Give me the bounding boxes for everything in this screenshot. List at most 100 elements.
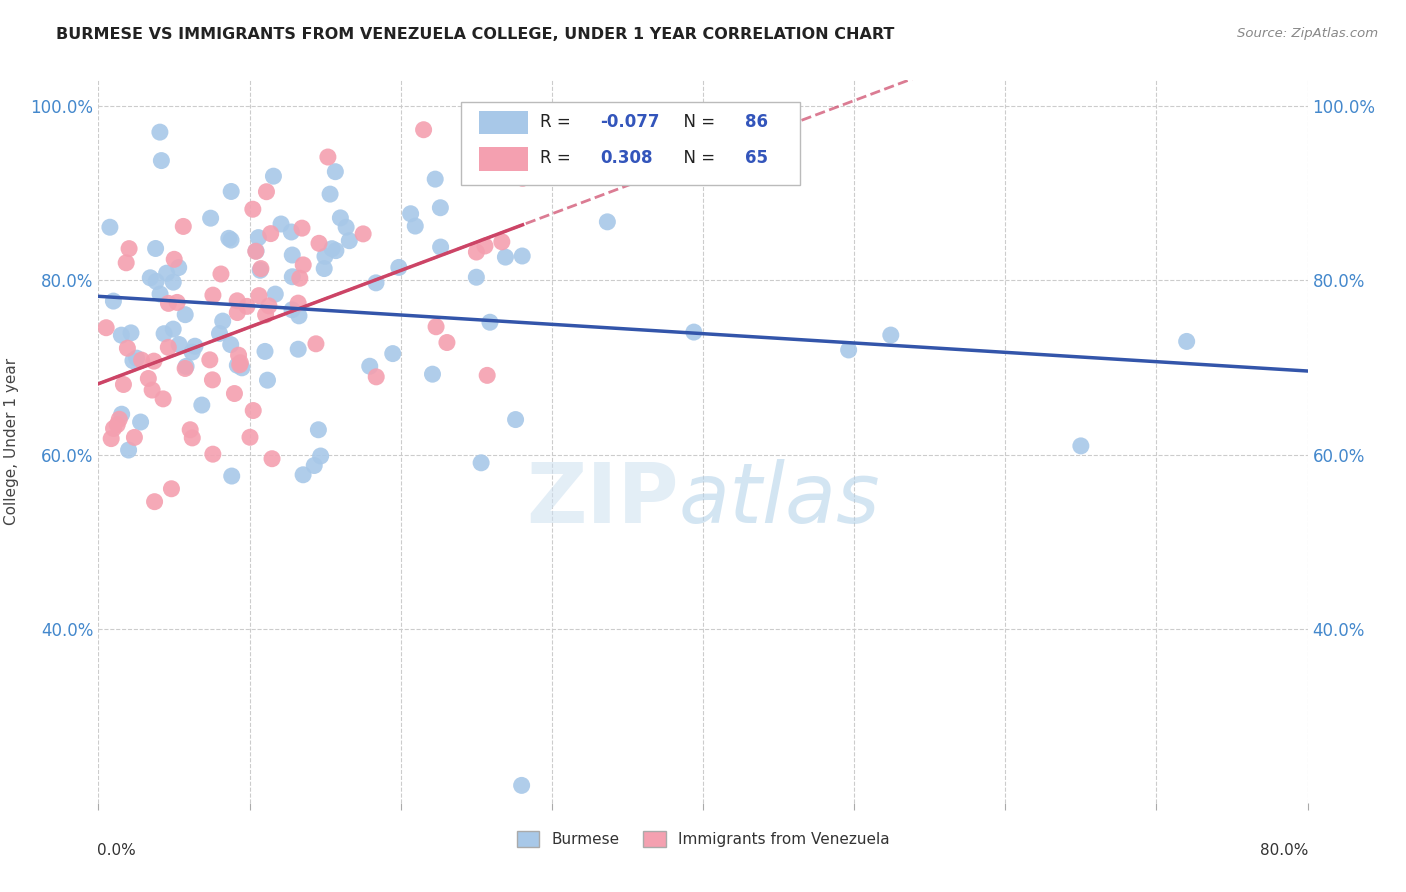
Point <box>249 263 271 277</box>
Point <box>110 328 132 343</box>
Point <box>198 352 221 367</box>
Point <box>264 287 287 301</box>
Text: 65: 65 <box>745 149 768 168</box>
Point <box>221 469 243 483</box>
Text: 80.0%: 80.0% <box>1260 843 1309 857</box>
Point <box>138 371 160 385</box>
Point <box>239 430 262 444</box>
Point <box>108 412 131 426</box>
Point <box>319 187 342 202</box>
Point <box>117 341 139 355</box>
Text: R =: R = <box>540 113 576 131</box>
Point <box>242 202 264 217</box>
Point <box>149 125 172 139</box>
Point <box>474 239 496 253</box>
Point <box>494 250 516 264</box>
Point <box>96 320 118 334</box>
Text: 0.308: 0.308 <box>600 149 652 168</box>
Legend: Burmese, Immigrants from Venezuela: Burmese, Immigrants from Venezuela <box>510 825 896 853</box>
Point <box>219 233 242 247</box>
Text: N =: N = <box>672 113 720 131</box>
Bar <box>479 112 527 135</box>
Point <box>253 344 276 359</box>
Point <box>292 258 315 272</box>
Point <box>478 315 501 329</box>
Point <box>292 467 315 482</box>
Point <box>112 377 135 392</box>
Point <box>465 245 488 260</box>
Point <box>335 220 357 235</box>
Point <box>257 299 280 313</box>
Point <box>321 242 343 256</box>
Point <box>477 368 499 383</box>
Point <box>172 219 194 234</box>
Point <box>314 249 336 263</box>
Point <box>201 447 224 461</box>
Point <box>200 211 222 226</box>
Point <box>236 299 259 313</box>
Point <box>256 185 278 199</box>
Point <box>366 369 388 384</box>
Point <box>120 326 142 340</box>
Point <box>157 296 180 310</box>
Point <box>287 342 309 356</box>
Point <box>359 359 381 374</box>
Point <box>505 412 527 426</box>
Point <box>838 343 860 357</box>
Point <box>436 335 458 350</box>
Point <box>201 373 224 387</box>
Text: ZIP: ZIP <box>526 458 679 540</box>
Point <box>209 267 232 281</box>
Point <box>122 353 145 368</box>
Point <box>425 172 447 186</box>
Point <box>141 383 163 397</box>
Point <box>1070 439 1092 453</box>
Point <box>260 227 283 241</box>
Text: -0.077: -0.077 <box>600 113 659 131</box>
Point <box>167 260 190 275</box>
Point <box>208 326 231 341</box>
Point <box>115 256 138 270</box>
Point <box>305 336 328 351</box>
Point <box>211 314 233 328</box>
Point <box>260 451 283 466</box>
Point <box>149 287 172 301</box>
Point <box>512 171 534 186</box>
Point <box>111 407 134 421</box>
Point <box>288 271 311 285</box>
Point <box>98 220 121 235</box>
Text: 86: 86 <box>745 113 768 131</box>
Point <box>596 215 619 229</box>
Point <box>256 373 278 387</box>
Point <box>105 417 128 432</box>
Point <box>150 153 173 168</box>
Point <box>224 386 246 401</box>
Point <box>288 309 311 323</box>
Point <box>247 230 270 244</box>
Point <box>228 358 250 372</box>
Bar <box>479 147 527 170</box>
Point <box>166 295 188 310</box>
Point <box>329 211 352 225</box>
Point <box>218 231 240 245</box>
Point <box>429 240 451 254</box>
Point <box>287 296 309 310</box>
Point <box>683 325 706 339</box>
Point <box>381 346 404 360</box>
Point <box>254 308 277 322</box>
Point <box>422 367 444 381</box>
Point <box>404 219 426 233</box>
Point <box>174 308 197 322</box>
Point <box>412 122 434 136</box>
Point <box>307 423 329 437</box>
Point <box>280 225 302 239</box>
Point <box>262 169 284 184</box>
Point <box>219 337 242 351</box>
Point <box>242 403 264 417</box>
Point <box>228 348 250 362</box>
Point <box>179 423 201 437</box>
Point <box>145 242 167 256</box>
Point <box>191 398 214 412</box>
Point <box>314 261 336 276</box>
Point <box>167 337 190 351</box>
